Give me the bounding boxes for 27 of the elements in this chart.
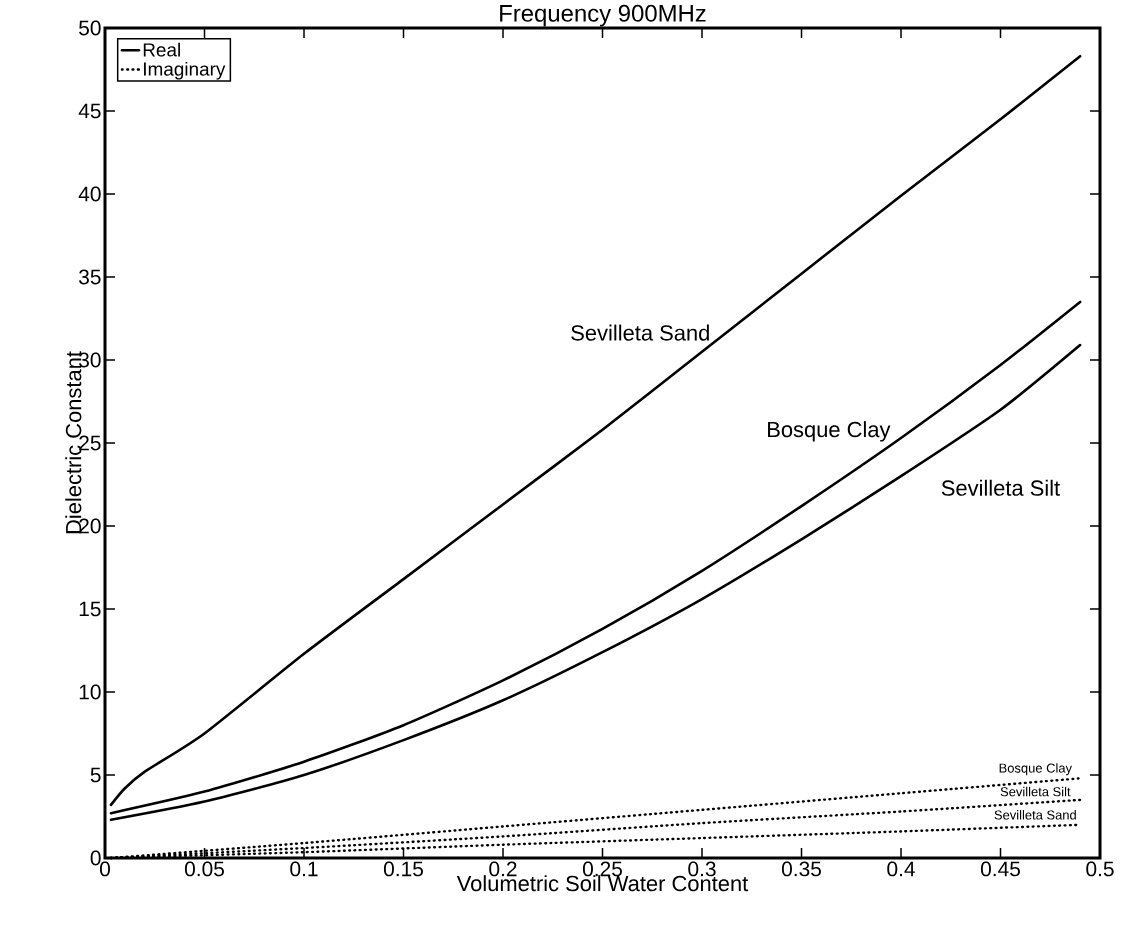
x-tick-label: 0.35 (781, 861, 821, 877)
x-tick-label: 0.15 (383, 861, 423, 877)
x-tick-label: 0.05 (184, 861, 224, 877)
y-tick-label: 40 (78, 186, 101, 202)
y-tick-label: 15 (79, 601, 101, 617)
y-tick-label: 10 (79, 684, 101, 700)
chart-title: Frequency 900MHz (500, 4, 706, 27)
y-tick-label: 5 (90, 767, 101, 783)
y-tick-label: 0 (90, 850, 101, 866)
y-tick-label: 50 (79, 20, 101, 36)
annotation: Bosque Clay (999, 763, 1072, 776)
x-tick-label: 0.3 (688, 861, 716, 877)
annotation: Sevilleta Silt (941, 479, 1060, 496)
x-tick-label: 0.2 (489, 861, 517, 877)
annotation: Sevilleta Sand (994, 810, 1076, 820)
x-tick-label: 0.45 (980, 861, 1020, 877)
legend-label: Imaginary (144, 61, 226, 80)
y-tick-label: 45 (78, 103, 101, 119)
x-tick-label: 0.25 (582, 861, 622, 877)
x-tick-label: 0.5 (1086, 861, 1114, 877)
x-tick-label: 0.1 (290, 861, 318, 877)
x-tick-label: 0.4 (887, 861, 915, 877)
legend-label: Real (143, 42, 180, 57)
annotation: Bosque Clay (768, 421, 891, 442)
annotation: Sevilleta Sand (571, 324, 709, 341)
y-tick-label: 35 (79, 269, 101, 285)
annotation: Sevilleta Silt (1000, 786, 1071, 797)
